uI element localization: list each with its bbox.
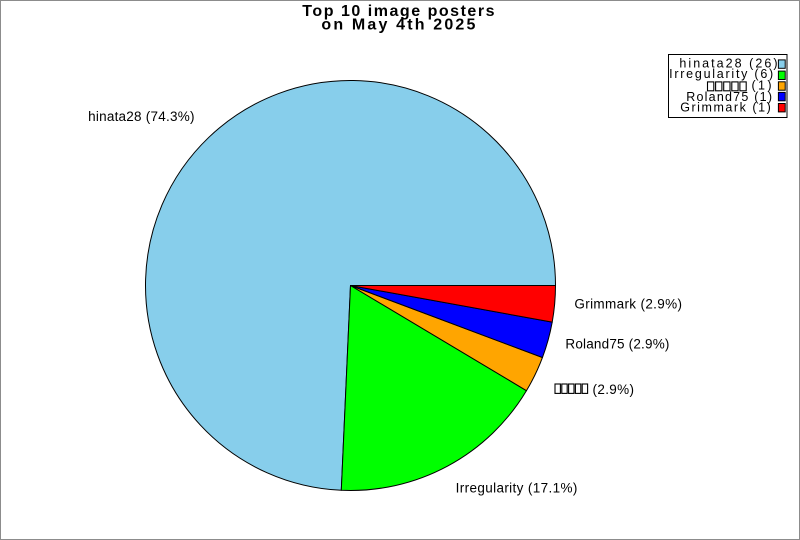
svg-text:Roland75 (2.9%): Roland75 (2.9%) [565, 337, 669, 352]
svg-text:Irregularity (6): Irregularity (6) [669, 67, 773, 81]
svg-text:Irregularity (17.1%): Irregularity (17.1%) [456, 481, 578, 496]
svg-text:Grimmark (2.9%): Grimmark (2.9%) [574, 297, 682, 312]
svg-text:(2.9%): (2.9%) [593, 382, 635, 397]
svg-text:hinata28 (26): hinata28 (26) [679, 57, 777, 71]
svg-text:on May 4th 2025: on May 4th 2025 [321, 16, 475, 33]
svg-text:Grimmark (1): Grimmark (1) [680, 100, 771, 114]
svg-text:hinata28 (74.3%): hinata28 (74.3%) [88, 109, 194, 124]
